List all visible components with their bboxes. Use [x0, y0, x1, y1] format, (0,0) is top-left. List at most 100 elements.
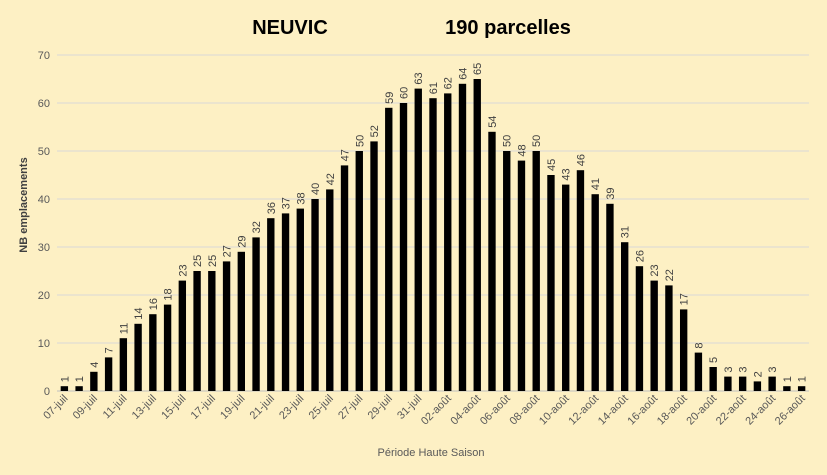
bar-10-août — [562, 184, 570, 391]
bar-05-août — [488, 131, 496, 392]
x-tick-label-29-juil: 29-juil — [366, 393, 395, 422]
y-tick-label: 60 — [38, 98, 50, 110]
x-axis-ticks: 07-juil 09-juil 11-juil 13-juil 15-juil 17-ju… — [41, 393, 808, 428]
data-label-09-août: 45 — [546, 159, 558, 171]
data-label-14-août: 31 — [620, 226, 632, 238]
data-label-24-août: 3 — [767, 366, 779, 372]
data-label-22-juil: 37 — [281, 197, 293, 209]
bar-17-août — [665, 285, 673, 391]
x-tick-label-21-juil: 21-juil — [248, 393, 277, 422]
data-label-18-juil: 27 — [222, 245, 234, 257]
data-label-15-août: 26 — [634, 250, 646, 262]
bar-12-août — [591, 194, 599, 391]
data-label-12-août: 41 — [590, 178, 602, 190]
data-label-13-juil: 16 — [148, 298, 160, 310]
data-label-09-juil: 4 — [89, 362, 101, 368]
bar-30-juil — [399, 103, 408, 391]
chart-title-left: NEUVIC — [252, 17, 328, 39]
bar-19-juil — [237, 251, 245, 391]
data-label-27-juil: 50 — [354, 135, 366, 147]
data-label-31-juil: 63 — [413, 72, 425, 84]
bar-24-août — [768, 376, 776, 391]
x-tick-label-24-août: 24-août — [743, 393, 778, 428]
data-label-25-août: 1 — [782, 376, 794, 382]
data-label-21-août: 3 — [723, 366, 735, 372]
data-label-16-juil: 25 — [192, 255, 204, 267]
bar-10-juil — [104, 357, 113, 391]
x-tick-label-19-juil: 19-juil — [218, 393, 247, 422]
y-tick-label: 0 — [44, 386, 50, 398]
bar-28-juil — [370, 141, 378, 391]
x-tick-label-20-août: 20-août — [684, 393, 719, 428]
y-tick-label: 20 — [38, 290, 50, 302]
x-tick-label-15-juil: 15-juil — [159, 393, 188, 422]
bar-19-août — [694, 352, 703, 391]
data-label-19-août: 8 — [693, 342, 705, 348]
x-tick-label-12-août: 12-août — [566, 393, 601, 428]
x-tick-label-02-août: 02-août — [419, 393, 454, 428]
x-tick-label-06-août: 06-août — [478, 393, 513, 428]
bar-11-août — [576, 170, 585, 391]
x-tick-label-13-juil: 13-juil — [130, 393, 159, 422]
x-tick-label-10-août: 10-août — [537, 393, 572, 428]
bar-17-juil — [208, 271, 216, 391]
bar-14-août — [621, 242, 629, 391]
data-label-11-août: 46 — [575, 154, 587, 166]
bar-16-juil — [193, 271, 201, 391]
data-label-01-août: 61 — [428, 82, 440, 94]
bar-15-août — [635, 266, 644, 391]
data-label-16-août: 23 — [649, 264, 661, 276]
data-label-26-juil: 47 — [340, 149, 352, 161]
bar-25-juil — [326, 189, 334, 391]
bar-22-juil — [281, 213, 290, 391]
data-label-25-juil: 42 — [325, 173, 337, 185]
data-label-03-août: 64 — [457, 68, 469, 80]
bar-08-août — [532, 151, 540, 391]
bar-13-août — [606, 203, 614, 391]
bar-23-août — [753, 381, 762, 391]
data-label-10-août: 43 — [561, 168, 573, 180]
bar-31-juil — [414, 88, 422, 391]
y-tick-label: 10 — [38, 338, 50, 350]
bar-27-juil — [355, 151, 363, 391]
data-label-07-août: 48 — [516, 144, 528, 156]
x-tick-label-18-août: 18-août — [655, 393, 690, 428]
data-label-13-août: 39 — [605, 188, 617, 200]
bar-07-août — [517, 160, 526, 391]
bar-15-juil — [178, 280, 187, 391]
bar-07-juil — [60, 386, 69, 391]
bar-23-juil — [296, 208, 304, 391]
bar-26-juil — [340, 165, 349, 391]
bar-25-août — [783, 386, 791, 391]
data-label-14-juil: 18 — [163, 288, 175, 300]
x-tick-label-27-juil: 27-juil — [336, 393, 365, 422]
bar-20-août — [709, 367, 717, 391]
bar-29-juil — [385, 107, 393, 392]
bar-22-août — [738, 376, 747, 391]
bar-09-août — [547, 175, 555, 391]
y-tick-label: 40 — [38, 194, 50, 206]
data-label-02-août: 62 — [443, 77, 455, 89]
bar-01-août — [429, 98, 437, 391]
bar-14-juil — [163, 304, 172, 391]
data-label-24-juil: 40 — [310, 183, 322, 195]
data-label-26-août: 1 — [797, 376, 809, 382]
x-axis-title: Période Haute Saison — [377, 447, 484, 459]
bar-12-juil — [134, 323, 142, 391]
bar-08-juil — [75, 386, 83, 391]
data-label-08-août: 50 — [531, 135, 543, 147]
data-label-21-juil: 36 — [266, 202, 278, 214]
bar-04-août — [473, 79, 481, 391]
bar-09-juil — [90, 371, 98, 391]
bar-26-août — [797, 386, 806, 391]
x-tick-label-11-juil: 11-juil — [101, 393, 130, 422]
x-tick-label-09-juil: 09-juil — [71, 393, 100, 422]
bar-03-août — [458, 83, 467, 392]
data-label-20-juil: 32 — [251, 221, 263, 233]
data-label-17-juil: 25 — [207, 255, 219, 267]
bar-24-juil — [311, 199, 319, 391]
bar-16-août — [650, 280, 658, 391]
